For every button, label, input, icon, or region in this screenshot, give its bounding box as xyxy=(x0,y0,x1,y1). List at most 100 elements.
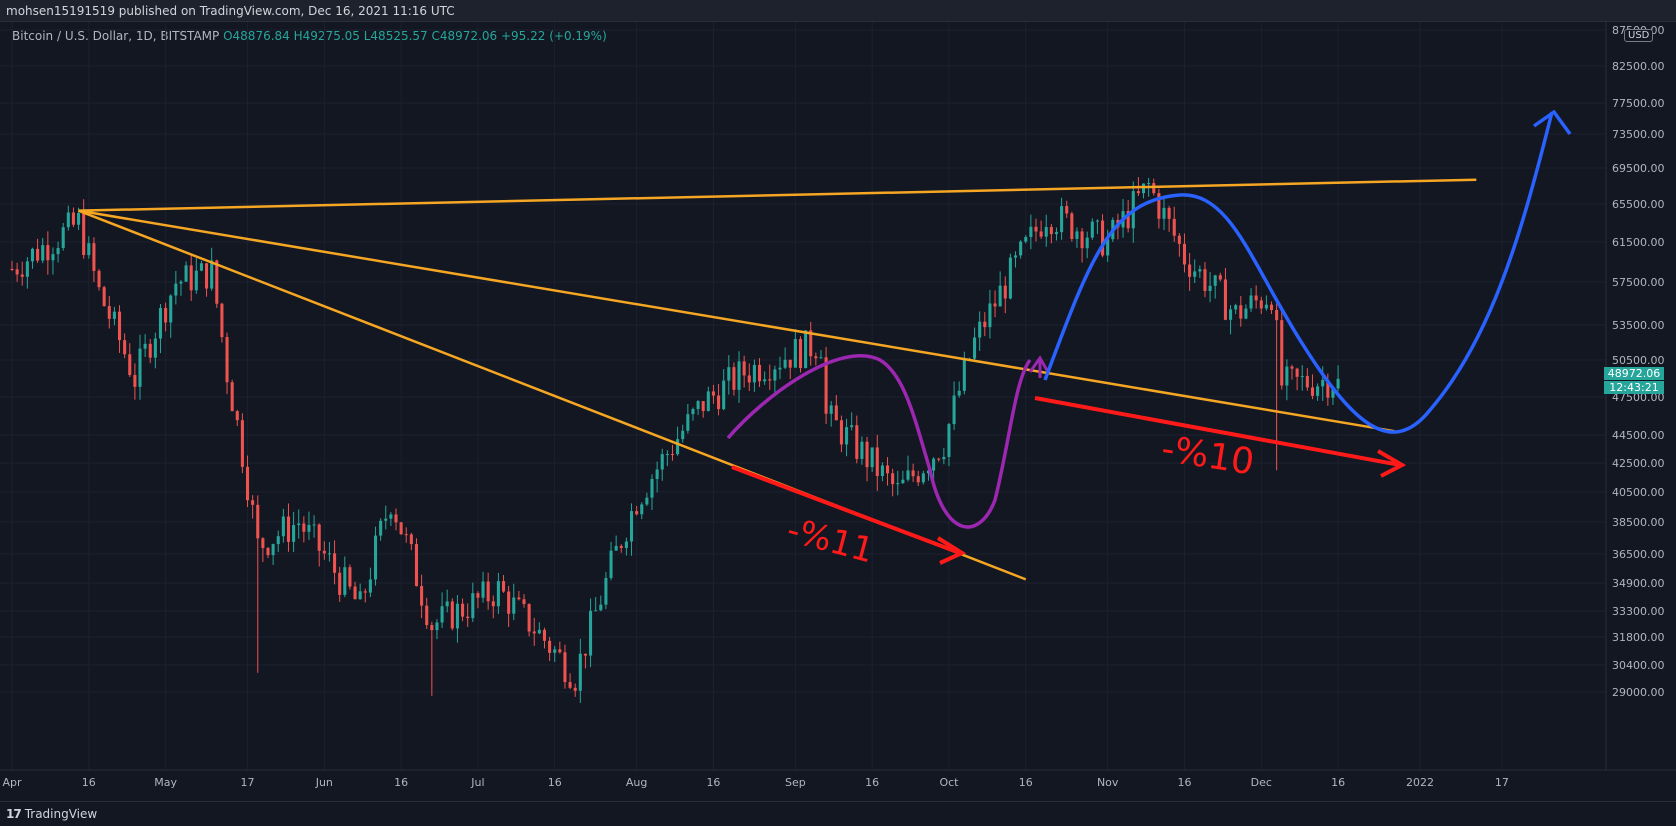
candle-body xyxy=(138,348,142,387)
candle-body xyxy=(829,405,833,414)
candle-body xyxy=(281,516,285,537)
candle-body xyxy=(41,245,45,261)
red-drop-arrowhead xyxy=(1376,449,1407,478)
candle-body xyxy=(691,409,695,415)
candle-body xyxy=(184,265,188,282)
candle-body xyxy=(128,354,132,376)
time-tick-label: Sep xyxy=(785,776,806,789)
blue-wave-curve xyxy=(1043,111,1554,434)
candle-body xyxy=(174,283,178,296)
candle-body xyxy=(921,473,925,483)
ohlc-close: C48972.06 xyxy=(431,29,498,43)
price-tick-label: 65500.00 xyxy=(1612,198,1665,211)
candle-body xyxy=(650,478,654,498)
candle-body xyxy=(82,213,86,256)
candle-body xyxy=(112,311,116,319)
candle-body xyxy=(1044,226,1048,237)
red-drop-arrow xyxy=(1034,396,1401,467)
candle-body xyxy=(169,295,173,323)
candle-body xyxy=(404,534,408,536)
candle-body xyxy=(957,390,961,396)
candle-body xyxy=(926,470,931,474)
candle-body xyxy=(389,514,393,519)
candle-body xyxy=(1101,220,1105,256)
time-tick-label: 17 xyxy=(1495,776,1509,789)
candle-body xyxy=(97,270,101,288)
price-tick-label: 47500.00 xyxy=(1612,391,1665,404)
candle-body xyxy=(988,303,992,328)
candle-body xyxy=(1172,218,1176,236)
symbol-name: Bitcoin / U.S. Dollar, 1D, BITSTAMP xyxy=(12,29,220,43)
candle-body xyxy=(368,579,372,593)
candle-body xyxy=(1290,366,1294,369)
candle-body xyxy=(783,359,787,368)
ohlc-low: L48525.57 xyxy=(363,29,428,43)
candle-body xyxy=(1244,308,1248,319)
candle-body xyxy=(1269,304,1274,311)
candle-body xyxy=(394,514,398,523)
price-chart[interactable]: -%11-%10 87500.0082500.0077500.0073500.0… xyxy=(0,0,1676,801)
candle-body xyxy=(942,456,946,460)
ohlc-change: +95.22 (+0.19%) xyxy=(500,29,607,43)
candle-body xyxy=(143,343,147,349)
trendline xyxy=(78,178,1477,212)
candle-body xyxy=(179,281,183,284)
candle-body xyxy=(578,653,582,691)
candle-body xyxy=(1034,226,1038,232)
candle-body xyxy=(507,591,511,614)
candle-body xyxy=(676,439,680,455)
candle-body xyxy=(563,652,567,683)
candle-body xyxy=(696,401,700,410)
candle-body xyxy=(501,581,506,592)
red-drop-arrowhead xyxy=(936,536,967,565)
price-tick-label: 38500.00 xyxy=(1612,516,1665,529)
time-axis: Apr 16 May 17 Jun 16 Jul 16 Aug 16 Sep 16 Oct 16 Nov 16… xyxy=(2,776,1508,789)
candle-body xyxy=(665,454,669,456)
candle-body xyxy=(768,379,772,381)
candle-body xyxy=(1198,269,1202,272)
candle-body xyxy=(20,274,24,277)
candle-body xyxy=(445,601,449,607)
candle-body xyxy=(199,263,203,271)
candle-body xyxy=(276,536,280,545)
candle-body xyxy=(455,603,459,629)
candle-body xyxy=(235,411,239,421)
candle-body xyxy=(573,687,577,691)
candle-body xyxy=(92,243,96,271)
footer: 17 TradingView xyxy=(0,801,1676,826)
candle-body xyxy=(435,622,439,631)
tradingview-logo[interactable]: 17 TradingView xyxy=(6,807,97,821)
candle-body xyxy=(353,586,357,600)
time-tick-label: Jul xyxy=(470,776,484,789)
candle-body xyxy=(891,473,895,485)
price-tick-label: 53500.00 xyxy=(1612,319,1665,332)
candle-body xyxy=(1264,304,1268,309)
currency-badge[interactable]: USD xyxy=(1624,29,1654,42)
candle-body xyxy=(901,479,905,484)
price-tick-label: 82500.00 xyxy=(1612,60,1665,73)
candle-body xyxy=(1331,388,1335,398)
candle-body xyxy=(77,213,81,225)
candle-body xyxy=(399,522,403,535)
candle-body xyxy=(414,544,419,587)
candle-body xyxy=(845,427,849,445)
candles xyxy=(10,177,1340,704)
candle-body xyxy=(732,367,736,390)
candle-body xyxy=(36,248,40,261)
candle-body xyxy=(1193,271,1197,277)
candle-body xyxy=(66,212,70,228)
tradingview-brand: TradingView xyxy=(24,807,98,821)
candle-body xyxy=(604,578,608,605)
candle-body xyxy=(747,375,751,383)
candle-body xyxy=(1070,213,1074,239)
candle-body xyxy=(133,375,137,387)
price-tick-label: 33300.00 xyxy=(1612,605,1665,618)
candle-body xyxy=(773,369,777,381)
candle-body xyxy=(271,544,275,556)
candle-body xyxy=(624,541,628,548)
candle-body xyxy=(450,601,454,629)
last-price-label: 48972.06 xyxy=(1604,366,1664,380)
candle-body xyxy=(266,548,270,556)
candle-body xyxy=(61,227,65,249)
candle-body xyxy=(517,597,521,600)
